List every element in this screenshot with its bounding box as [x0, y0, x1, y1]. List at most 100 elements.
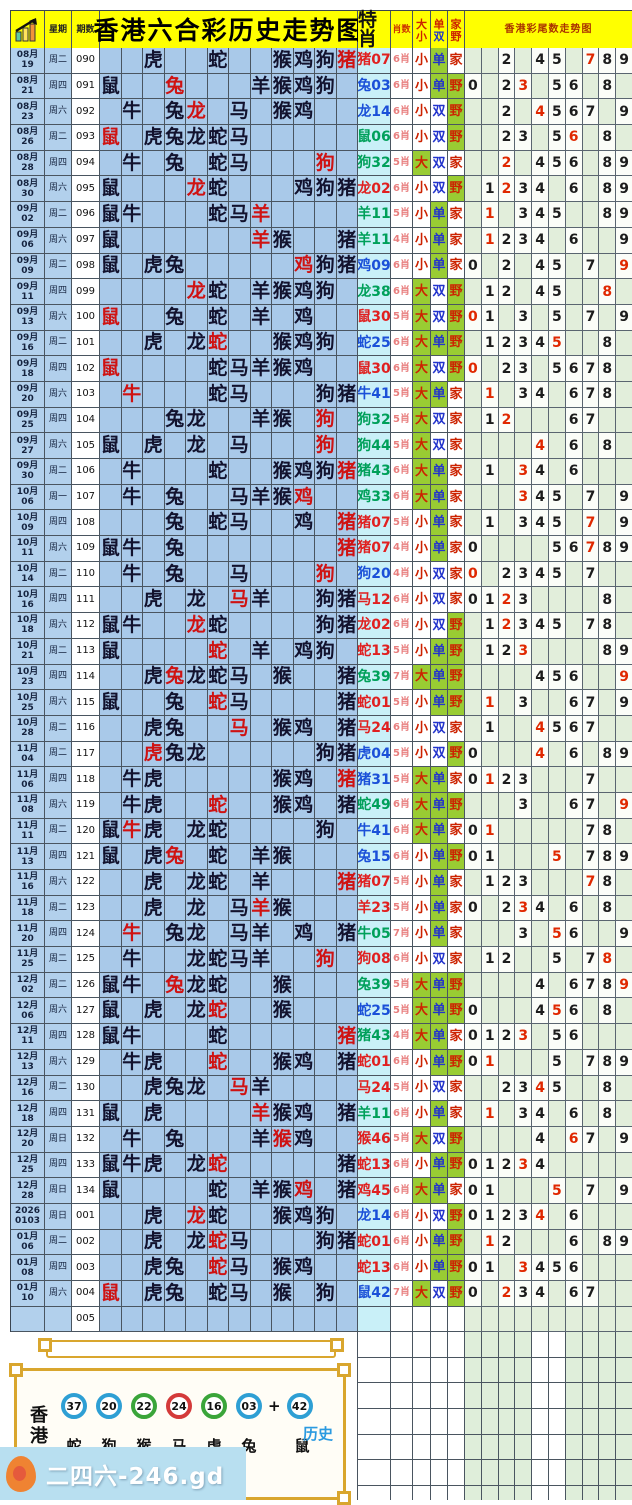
- home-wild-cell: 野: [448, 844, 465, 870]
- tail-cell: 5: [548, 947, 566, 973]
- issue-cell: 004: [72, 1281, 100, 1307]
- weekday-cell: 周六: [45, 870, 72, 896]
- zodiac-cell: [315, 125, 337, 151]
- tail-cell: 8: [599, 1229, 617, 1256]
- zodiac-cell: [100, 895, 122, 922]
- zodiac-cell: 猴: [272, 356, 294, 382]
- big-small-cell: 大: [413, 1281, 431, 1307]
- odd-even-cell: [431, 1306, 448, 1333]
- weekday-cell: 周六: [45, 690, 72, 716]
- trend-table-body: 08月19 周二 090 虎蛇猴鸡狗猪猪07 6肖小单家 2 4 5 7 8 9 08月21 周四 091…: [11, 48, 632, 1333]
- zodiac-cell: 马: [229, 1281, 251, 1307]
- tail-cell: 2: [498, 407, 516, 434]
- zodiac-count-cell: 5肖: [391, 433, 413, 459]
- zodiac-cell: [186, 715, 208, 742]
- special-zodiac-cell: 蛇25: [357, 330, 391, 357]
- tail-cell: 1: [481, 638, 499, 665]
- zodiac-cell: 蛇: [207, 1152, 229, 1179]
- tail-cell: 4: [532, 613, 549, 639]
- lottery-ball: 20: [96, 1393, 122, 1419]
- issue-cell: 113: [72, 638, 100, 665]
- zodiac-cell: [293, 125, 315, 151]
- tail-cell: 9: [616, 536, 632, 562]
- empty-grid-row: [358, 1460, 632, 1487]
- zodiac-cell: [121, 998, 143, 1025]
- issue-cell: 092: [72, 99, 100, 126]
- special-zodiac-cell: 狗08: [357, 947, 391, 973]
- tail-cell: [565, 844, 583, 870]
- big-small-cell: 小: [413, 715, 431, 742]
- scroll-ornament-icon: [9, 1363, 23, 1377]
- tail-cell: [465, 176, 482, 203]
- date-cell: 01月08: [11, 1255, 45, 1281]
- zodiac-cell: 马: [229, 433, 251, 459]
- zodiac-cell: 狗: [315, 638, 337, 665]
- tail-cell: [616, 613, 632, 639]
- zodiac-cell: [164, 202, 186, 228]
- big-small-cell: 大: [413, 1178, 431, 1204]
- tail-cell: 4: [532, 1203, 549, 1230]
- tail-cell: [498, 972, 516, 999]
- zodiac-cell: 虎: [143, 587, 165, 614]
- special-zodiac-cell: 蛇01: [357, 1049, 391, 1076]
- empty-grid-cell: [481, 1332, 499, 1358]
- zodiac-cell: [121, 407, 143, 434]
- tail-cell: 4: [532, 715, 549, 742]
- empty-grid-cell: [358, 1460, 391, 1487]
- tail-cell: [515, 1049, 533, 1076]
- tail-cell: 6: [565, 407, 583, 434]
- issue-cell: 130: [72, 1075, 100, 1102]
- zodiac-cell: [250, 1152, 272, 1179]
- zodiac-cell: [293, 870, 315, 896]
- tail-cell: 8: [599, 613, 617, 639]
- plus-sign: +: [268, 1397, 281, 1415]
- empty-grid-cell: [498, 1357, 516, 1384]
- odd-even-cell: 单: [431, 536, 448, 562]
- tail-cell: 1: [481, 227, 499, 254]
- zodiac-cell: [186, 844, 208, 870]
- zodiac-cell: [143, 921, 165, 948]
- zodiac-cell: [207, 433, 229, 459]
- weekday-cell: 周六: [45, 304, 72, 331]
- tail-cell: [599, 1281, 617, 1307]
- empty-grid-cell: [431, 1460, 448, 1487]
- tail-cell: 2: [498, 1203, 516, 1230]
- tail-cell: [599, 921, 617, 948]
- special-zodiac-cell: 马12: [357, 587, 391, 614]
- zodiac-cell: [336, 1203, 358, 1230]
- odd-even-cell: 单: [431, 844, 448, 870]
- tail-cell: 8: [599, 279, 617, 305]
- tail-cell: 5: [548, 536, 566, 562]
- weekday-cell: 周四: [45, 1024, 72, 1050]
- big-small-cell: 大: [413, 664, 431, 691]
- date-cell: 10月23: [11, 664, 45, 691]
- empty-grid-cell: [532, 1357, 549, 1384]
- tail-cell: [465, 690, 482, 716]
- date-cell: 09月18: [11, 356, 45, 382]
- zodiac-cell: 虎: [143, 664, 165, 691]
- tail-cell: [532, 1178, 549, 1204]
- special-zodiac-cell: 牛41: [357, 381, 391, 408]
- zodiac-cell: 蛇: [207, 870, 229, 896]
- tail-cell: 1: [481, 844, 499, 870]
- tail-cell: [481, 484, 499, 511]
- tail-cell: [548, 741, 566, 768]
- zodiac-cell: [164, 381, 186, 408]
- tail-cell: [465, 613, 482, 639]
- zodiac-cell: [100, 1203, 122, 1230]
- zodiac-cell: [229, 227, 251, 254]
- zodiac-cell: [293, 150, 315, 177]
- zodiac-cell: [121, 587, 143, 614]
- zodiac-cell: [229, 1203, 251, 1230]
- zodiac-cell: [293, 1281, 315, 1307]
- zodiac-cell: [336, 150, 358, 177]
- big-small-cell: 大: [413, 433, 431, 459]
- tail-cell: [515, 1126, 533, 1153]
- zodiac-cell: [229, 818, 251, 845]
- tail-cell: [599, 561, 617, 588]
- zodiac-cell: 龙: [186, 998, 208, 1025]
- zodiac-cell: [143, 613, 165, 639]
- zodiac-cell: 鸡: [293, 1178, 315, 1204]
- tail-cell: 5: [548, 715, 566, 742]
- zodiac-cell: 狗: [315, 381, 337, 408]
